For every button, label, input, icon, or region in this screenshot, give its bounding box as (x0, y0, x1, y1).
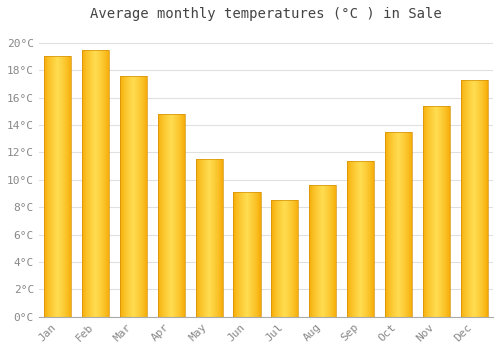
Bar (309, 185, 336, 317)
Title: Average monthly temperatures (°C ) in Sale: Average monthly temperatures (°C ) in Sa… (90, 7, 442, 21)
Bar (82, 50, 109, 317)
Bar (120, 76, 147, 317)
Bar (234, 192, 260, 317)
Bar (158, 114, 185, 317)
Bar (385, 132, 412, 317)
Bar (44, 56, 72, 317)
Bar (460, 80, 488, 317)
Bar (422, 106, 450, 317)
Bar (347, 161, 374, 317)
Bar (271, 200, 298, 317)
Bar (196, 159, 223, 317)
